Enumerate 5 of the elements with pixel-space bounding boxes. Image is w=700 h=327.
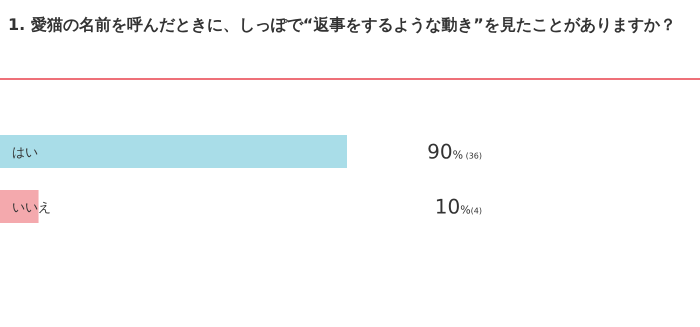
y-tick-label: いいえ bbox=[12, 200, 51, 216]
data-label: 10%(4) bbox=[434, 194, 482, 218]
y-tick-label: はい bbox=[12, 146, 38, 160]
data-label: 90% (36) bbox=[427, 140, 482, 164]
chart-title: 1. 愛猫の名前を呼んだときに、しっぽで“返事をするような動き”を見たことがありますか？ bbox=[8, 15, 676, 34]
